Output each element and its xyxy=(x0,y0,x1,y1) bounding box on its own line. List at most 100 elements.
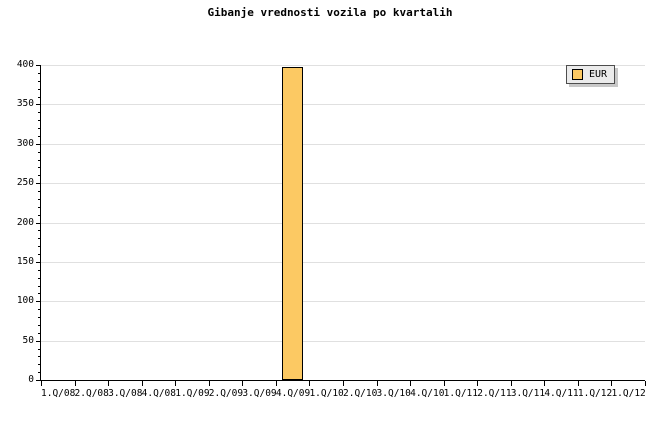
gridline xyxy=(41,340,645,342)
x-axis-tick xyxy=(242,381,243,386)
x-axis-label: 2.Q/11 xyxy=(477,388,512,399)
x-axis-tick xyxy=(75,381,76,386)
y-axis-minor-tick xyxy=(38,238,41,240)
x-axis-tick xyxy=(142,381,143,386)
gridline xyxy=(41,104,645,106)
x-axis-tick xyxy=(645,381,646,386)
y-axis-minor-tick xyxy=(38,128,41,129)
y-axis-minor-tick xyxy=(38,112,41,114)
bar xyxy=(282,67,303,380)
y-axis-minor-tick xyxy=(38,309,41,311)
x-axis-label: 1.Q/08 xyxy=(41,388,76,399)
y-axis-minor-tick xyxy=(38,364,41,366)
y-axis-label: 200 xyxy=(16,216,34,228)
y-axis-minor-tick xyxy=(38,191,41,192)
y-axis-label: 0 xyxy=(28,374,34,385)
y-axis-minor-tick xyxy=(38,348,41,350)
legend-label-eur: EUR xyxy=(589,69,608,80)
y-axis-tick xyxy=(36,340,41,342)
gridline xyxy=(41,301,645,303)
y-axis-label: 250 xyxy=(16,177,34,189)
y-axis-tick xyxy=(36,104,41,106)
x-axis-label: 4.Q/11 xyxy=(544,388,579,399)
gridline xyxy=(41,222,645,224)
y-axis-tick xyxy=(36,65,41,66)
y-axis-minor-tick xyxy=(38,120,41,122)
x-axis-tick xyxy=(276,381,277,386)
x-axis-tick xyxy=(41,381,42,386)
y-axis-tick xyxy=(36,222,41,224)
x-axis-label: 2.Q/10 xyxy=(343,388,378,399)
y-axis-minor-tick xyxy=(38,175,41,177)
y-axis-label: 150 xyxy=(16,255,34,267)
x-axis-label: 3.Q/10 xyxy=(376,388,411,399)
y-axis-tick xyxy=(36,261,41,263)
y-axis-minor-tick xyxy=(38,151,41,153)
x-axis-tick xyxy=(309,381,310,386)
y-axis-minor-tick xyxy=(38,356,41,358)
y-axis-label: 400 xyxy=(16,59,34,70)
x-axis-label: 2.Q/08 xyxy=(74,388,109,399)
x-axis-label: 1.Q/12 xyxy=(577,388,613,399)
x-axis-tick xyxy=(444,381,445,386)
y-axis-label: 350 xyxy=(16,98,34,110)
x-axis-label: 4.Q/08 xyxy=(141,388,176,399)
x-axis-tick xyxy=(544,381,545,386)
y-axis-minor-tick xyxy=(38,317,41,318)
y-axis-minor-tick xyxy=(38,206,41,208)
y-axis-label: 50 xyxy=(22,334,34,346)
x-axis-tick xyxy=(377,381,378,386)
gridline xyxy=(41,261,645,263)
y-axis-tick xyxy=(36,143,41,145)
x-axis-tick xyxy=(511,381,512,386)
y-axis-minor-tick xyxy=(38,135,41,137)
x-axis-label: 1.Q/11 xyxy=(443,388,478,399)
y-axis-label: 100 xyxy=(16,295,34,307)
y-axis-label: 300 xyxy=(16,137,34,149)
y-axis-minor-tick xyxy=(38,324,41,326)
chart-title: Gibanje vrednosti vozila po kvartalih xyxy=(207,6,453,19)
y-axis-minor-tick xyxy=(38,96,41,98)
gridline xyxy=(41,143,645,145)
y-axis-minor-tick xyxy=(38,372,41,374)
x-axis-line xyxy=(40,380,645,381)
x-axis-tick xyxy=(611,381,612,386)
y-axis-minor-tick xyxy=(38,230,41,232)
y-axis-minor-tick xyxy=(38,254,41,255)
x-axis-tick xyxy=(209,381,210,386)
x-axis-label: 1.Q/09 xyxy=(175,388,210,399)
y-axis-tick xyxy=(36,301,41,303)
y-axis-minor-tick xyxy=(38,277,41,279)
x-axis-label: 1.Q/10 xyxy=(309,388,344,399)
gridline xyxy=(41,183,645,185)
y-axis-tick xyxy=(36,380,41,381)
y-axis-minor-tick xyxy=(38,72,41,74)
y-axis-minor-tick xyxy=(38,246,41,248)
x-axis-tick xyxy=(108,381,109,386)
y-axis-minor-tick xyxy=(38,332,41,334)
x-axis-tick xyxy=(343,381,344,386)
x-axis-label: 4.Q/10 xyxy=(410,388,445,399)
x-axis-label: 2.Q/09 xyxy=(208,388,244,399)
x-axis-label: 3.Q/08 xyxy=(108,388,143,399)
x-axis-tick xyxy=(578,381,579,386)
y-axis-minor-tick xyxy=(38,167,41,169)
y-axis-minor-tick xyxy=(38,214,41,216)
legend-swatch-eur xyxy=(572,69,583,80)
y-axis-minor-tick xyxy=(38,269,41,271)
y-axis-minor-tick xyxy=(38,293,41,295)
gridline xyxy=(41,65,645,66)
x-axis-label: 3.Q/09 xyxy=(242,388,277,399)
x-axis-label: 3.Q/11 xyxy=(510,388,546,399)
y-axis-tick xyxy=(36,183,41,185)
plot-area xyxy=(41,65,645,380)
x-axis-label: 1.Q/12 xyxy=(611,388,646,399)
y-axis-minor-tick xyxy=(38,80,41,82)
y-axis-minor-tick xyxy=(38,159,41,161)
y-axis-minor-tick xyxy=(38,285,41,287)
chart-legend[interactable]: EUR xyxy=(566,65,616,84)
y-axis-minor-tick xyxy=(38,198,41,200)
y-axis-minor-tick xyxy=(38,88,41,90)
x-axis-tick xyxy=(410,381,411,386)
x-axis-label: 4.Q/09 xyxy=(275,388,311,399)
